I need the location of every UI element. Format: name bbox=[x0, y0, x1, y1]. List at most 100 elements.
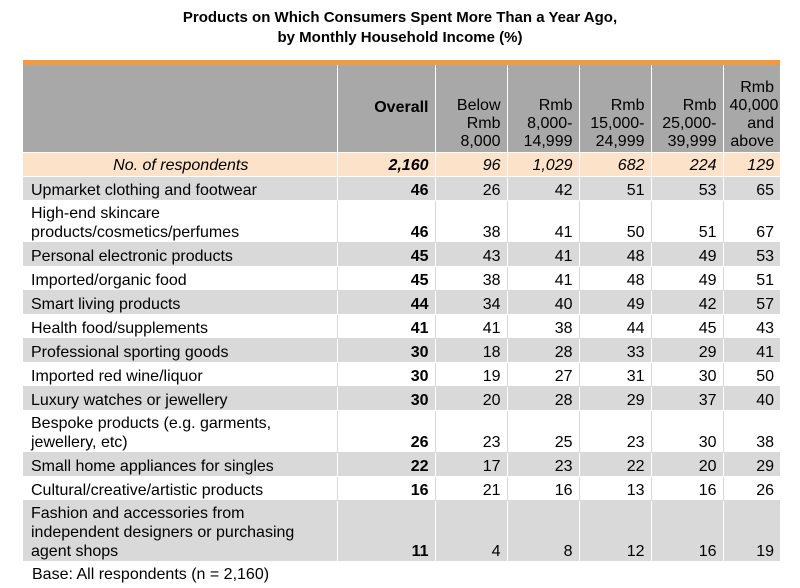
row-label: Professional sporting goods bbox=[23, 338, 337, 363]
table-row: Smart living products 44 34 40 49 42 57 bbox=[23, 290, 780, 315]
table-cell: 30 bbox=[650, 410, 723, 453]
table-cell: 41 bbox=[506, 200, 579, 243]
table-cell: 23 bbox=[506, 452, 579, 477]
cell-overall: 46 bbox=[336, 176, 435, 201]
table-cell: 49 bbox=[650, 242, 723, 267]
respondents-value: 682 bbox=[578, 152, 651, 177]
cell-overall: 41 bbox=[336, 314, 435, 339]
table-cell: 21 bbox=[434, 476, 507, 501]
row-label: Cultural/creative/artistic products bbox=[23, 476, 337, 501]
table-row: Imported red wine/liquor 30 19 27 31 30 50 bbox=[23, 362, 780, 387]
respondents-value: 96 bbox=[434, 152, 507, 177]
base-note: Base: All respondents (n = 2,160) bbox=[32, 566, 270, 583]
header-cell-40000-above: Rmb 40,000 and above bbox=[722, 65, 780, 153]
table-cell: 51 bbox=[578, 176, 651, 201]
table-cell: 53 bbox=[650, 176, 723, 201]
table-cell: 65 bbox=[722, 176, 780, 201]
table-cell: 40 bbox=[722, 386, 780, 411]
table-cell: 22 bbox=[578, 452, 651, 477]
header-cell-overall: Overall bbox=[336, 65, 435, 153]
respondents-value: 2,160 bbox=[336, 152, 435, 177]
table-row: Upmarket clothing and footwear 46 26 42 51 53… bbox=[23, 176, 780, 201]
table-cell: 49 bbox=[578, 290, 651, 315]
row-label: Imported red wine/liquor bbox=[23, 362, 337, 387]
table-row: Personal electronic products 45 43 41 48 49 53 bbox=[23, 242, 780, 267]
table-cell: 49 bbox=[650, 266, 723, 291]
table-cell: 38 bbox=[434, 266, 507, 291]
chart-title-line-2: by Monthly Household Income (%) bbox=[277, 29, 523, 46]
row-label: Upmarket clothing and footwear bbox=[23, 176, 337, 201]
table-cell: 41 bbox=[506, 242, 579, 267]
cell-overall: 11 bbox=[336, 500, 435, 562]
table-cell: 16 bbox=[650, 500, 723, 562]
table-cell: 43 bbox=[722, 314, 780, 339]
header-cell-25000-39999: Rmb 25,000- 39,999 bbox=[650, 65, 723, 153]
header-cell-8000-14999: Rmb 8,000- 14,999 bbox=[506, 65, 579, 153]
table-cell: 67 bbox=[722, 200, 780, 243]
table-cell: 19 bbox=[434, 362, 507, 387]
row-label: Fashion and accessories from independent… bbox=[23, 500, 337, 562]
row-label: Smart living products bbox=[23, 290, 337, 315]
table-row: Small home appliances for singles 22 17 23 2… bbox=[23, 452, 780, 477]
table-cell: 16 bbox=[650, 476, 723, 501]
table-cell: 20 bbox=[434, 386, 507, 411]
table-cell: 19 bbox=[722, 500, 780, 562]
table-cell: 29 bbox=[578, 386, 651, 411]
table-cell: 50 bbox=[722, 362, 780, 387]
respondents-value: 129 bbox=[722, 152, 780, 177]
table-cell: 13 bbox=[578, 476, 651, 501]
row-label: Bespoke products (e.g. garments, jewelle… bbox=[23, 410, 337, 453]
table-cell: 16 bbox=[506, 476, 579, 501]
cell-overall: 30 bbox=[336, 338, 435, 363]
cell-overall: 22 bbox=[336, 452, 435, 477]
table-cell: 45 bbox=[650, 314, 723, 339]
table-row: Fashion and accessories from independent… bbox=[23, 500, 780, 562]
data-table: Overall Below Rmb 8,000 Rmb 8,000- 14,999 Rm… bbox=[23, 65, 780, 562]
table-cell: 18 bbox=[434, 338, 507, 363]
table-row: Luxury watches or jewellery 30 20 28 29 37 40 bbox=[23, 386, 780, 411]
table-cell: 4 bbox=[434, 500, 507, 562]
table-cell: 43 bbox=[434, 242, 507, 267]
table-cell: 51 bbox=[722, 266, 780, 291]
table-cell: 38 bbox=[722, 410, 780, 453]
table-cell: 37 bbox=[650, 386, 723, 411]
table-cell: 51 bbox=[650, 200, 723, 243]
table-cell: 20 bbox=[650, 452, 723, 477]
table-cell: 29 bbox=[650, 338, 723, 363]
table-cell: 30 bbox=[650, 362, 723, 387]
table-cell: 8 bbox=[506, 500, 579, 562]
table-cell: 23 bbox=[434, 410, 507, 453]
table-cell: 40 bbox=[506, 290, 579, 315]
row-label: High-end skincare products/cosmetics/per… bbox=[23, 200, 337, 243]
cell-overall: 30 bbox=[336, 362, 435, 387]
header-cell-15000-24999: Rmb 15,000- 24,999 bbox=[578, 65, 651, 153]
table-row: High-end skincare products/cosmetics/per… bbox=[23, 200, 780, 243]
header-cell-empty bbox=[23, 65, 337, 153]
table-cell: 29 bbox=[722, 452, 780, 477]
table-row: Cultural/creative/artistic products 16 21 1… bbox=[23, 476, 780, 501]
table-cell: 48 bbox=[578, 266, 651, 291]
cell-overall: 46 bbox=[336, 200, 435, 243]
accent-bar bbox=[23, 60, 780, 65]
respondents-value: 224 bbox=[650, 152, 723, 177]
table-cell: 25 bbox=[506, 410, 579, 453]
chart-title-line-1: Products on Which Consumers Spent More T… bbox=[182, 9, 618, 26]
row-label: Luxury watches or jewellery bbox=[23, 386, 337, 411]
table-row: Imported/organic food 45 38 41 48 49 51 bbox=[23, 266, 780, 291]
table-cell: 41 bbox=[434, 314, 507, 339]
table-body: No. of respondents 2,160 96 1,029 682 22… bbox=[23, 152, 780, 562]
cell-overall: 26 bbox=[336, 410, 435, 453]
table-cell: 26 bbox=[434, 176, 507, 201]
cell-overall: 30 bbox=[336, 386, 435, 411]
cell-overall: 45 bbox=[336, 242, 435, 267]
table-cell: 33 bbox=[578, 338, 651, 363]
table-cell: 48 bbox=[578, 242, 651, 267]
table-row: Bespoke products (e.g. garments, jewelle… bbox=[23, 410, 780, 453]
cell-overall: 44 bbox=[336, 290, 435, 315]
table-cell: 27 bbox=[506, 362, 579, 387]
row-label: Personal electronic products bbox=[23, 242, 337, 267]
chart-title: Products on Which Consumers Spent More T… bbox=[0, 8, 800, 48]
table-cell: 26 bbox=[722, 476, 780, 501]
table-cell: 28 bbox=[506, 338, 579, 363]
table-cell: 42 bbox=[650, 290, 723, 315]
